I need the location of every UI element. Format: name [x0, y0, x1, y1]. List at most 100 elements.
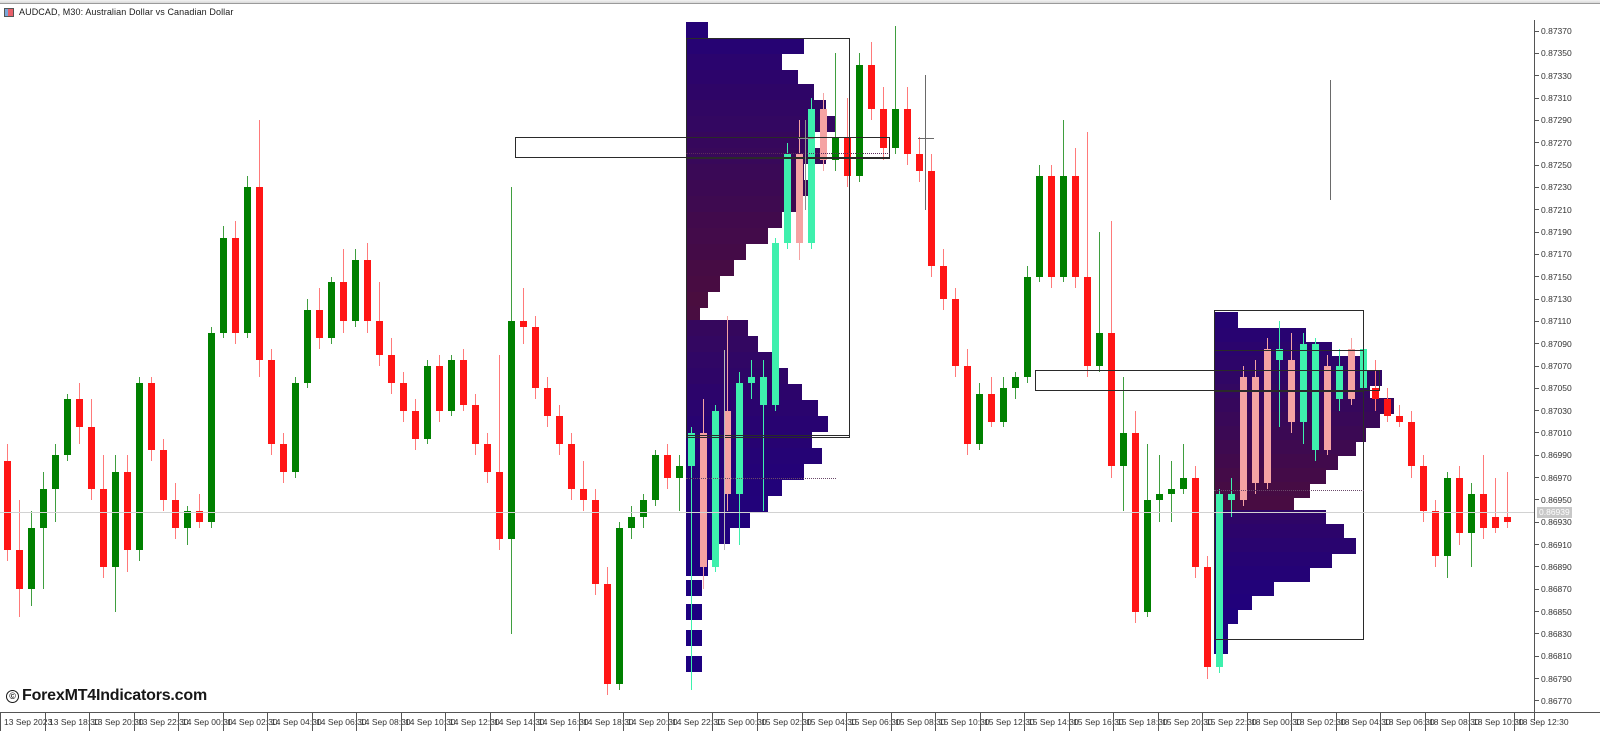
- candle-body: [16, 550, 23, 590]
- candle-body: [1084, 276, 1091, 366]
- page-title: AUDCAD, M30: Australian Dollar vs Canadi…: [19, 7, 234, 17]
- price-tick: 0.87250: [1535, 160, 1572, 170]
- candle-wick: [199, 494, 200, 528]
- profile-1-row: [686, 630, 702, 646]
- candlestick: [1504, 20, 1511, 712]
- candlestick: [220, 20, 227, 712]
- profile-2-session-box: [1214, 310, 1364, 640]
- candlestick: [712, 20, 719, 712]
- time-tick: 15 Sep 02:30: [757, 713, 812, 731]
- candlestick: [1432, 20, 1439, 712]
- candlestick: [436, 20, 443, 712]
- profile-2-row: [1214, 510, 1326, 526]
- price-tick-label: 0.86970: [1541, 472, 1572, 483]
- candle-body: [112, 472, 119, 567]
- candlestick: [1324, 20, 1331, 712]
- candlestick: [256, 20, 263, 712]
- candle-body: [1492, 516, 1499, 528]
- candle-body: [64, 399, 71, 456]
- candlestick: [328, 20, 335, 712]
- candlestick: [724, 20, 731, 712]
- price-tick-label: 0.87070: [1541, 361, 1572, 371]
- time-axis[interactable]: 13 Sep 2023 13 Sep 18:30 13 Sep 20:30 13 Se…: [0, 712, 1600, 731]
- candle-body: [1156, 494, 1163, 500]
- candlestick: [688, 20, 695, 712]
- profile-1-poc-dotted: [686, 153, 890, 154]
- profile-2-row: [1214, 524, 1344, 540]
- candlestick: [532, 20, 539, 712]
- candlestick: [364, 20, 371, 712]
- tick-dash: [1535, 521, 1539, 523]
- price-tick-label: 0.86890: [1541, 561, 1572, 572]
- candlestick: [1144, 20, 1151, 712]
- candlestick: [208, 20, 215, 712]
- candle-wick: [1279, 321, 1280, 428]
- price-tick-label: 0.86950: [1541, 494, 1572, 505]
- candlestick: [796, 20, 803, 712]
- candlestick: [1336, 20, 1343, 712]
- candle-body: [904, 109, 911, 154]
- profile-1-row: [686, 352, 774, 368]
- candle-body: [1384, 399, 1391, 417]
- tick-dash: [1535, 298, 1539, 300]
- candle-body: [1216, 494, 1223, 668]
- candlestick: [988, 20, 995, 712]
- candle-body: [724, 410, 731, 495]
- price-tick: 0.87050: [1535, 383, 1572, 393]
- candle-body: [868, 64, 875, 110]
- chart-plot-area[interactable]: [0, 20, 1534, 712]
- time-tick: 15 Sep 06:30: [846, 713, 901, 731]
- candle-wick: [679, 455, 680, 512]
- candlestick: [1444, 20, 1451, 712]
- time-tick: 15 Sep 14:30: [1024, 713, 1079, 731]
- candlestick: [472, 20, 479, 712]
- candlestick: [112, 20, 119, 712]
- candlestick: [652, 20, 659, 712]
- price-axis[interactable]: 0.86939 0.87370 0.87350 0.87330 0.87310 0.87…: [1534, 20, 1600, 712]
- profile-2-row: [1214, 580, 1274, 596]
- time-tick: 15 Sep 04:30: [802, 713, 857, 731]
- candlestick: [952, 20, 959, 712]
- candle-wick: [1183, 444, 1184, 495]
- candlestick: [520, 20, 527, 712]
- candlestick: [1420, 20, 1427, 712]
- price-tick-label: 0.86910: [1541, 539, 1572, 550]
- profile-1-row: [686, 260, 734, 276]
- price-tick: 0.87190: [1535, 227, 1572, 237]
- candle-body: [700, 432, 707, 567]
- price-tick: 0.86950: [1535, 495, 1572, 505]
- profile-1-row: [686, 148, 826, 164]
- price-tick: 0.86770: [1535, 696, 1572, 706]
- candle-body: [1312, 343, 1319, 450]
- candle-body: [928, 170, 935, 266]
- watermark-text: ForexMT4Indicators.com: [22, 687, 207, 704]
- candle-body: [1324, 366, 1331, 450]
- candlestick: [184, 20, 191, 712]
- tick-dash: [1535, 410, 1539, 412]
- profile-1-poc-cross: [798, 138, 814, 139]
- price-tick-label: 0.86790: [1541, 673, 1572, 684]
- time-tick: 18 Sep 04:30: [1336, 713, 1391, 731]
- candle-body: [580, 488, 587, 500]
- time-tick: 14 Sep 06:30: [312, 713, 367, 731]
- price-tick-label: 0.87350: [1541, 48, 1572, 59]
- candle-body: [1468, 494, 1475, 534]
- candlestick: [244, 20, 251, 712]
- price-tick-label: 0.86930: [1541, 517, 1572, 528]
- candlestick: [700, 20, 707, 712]
- candle-body: [232, 237, 239, 333]
- tick-dash: [1535, 588, 1539, 590]
- price-tick: 0.87270: [1535, 138, 1572, 148]
- candle-body: [448, 360, 455, 411]
- candlestick: [340, 20, 347, 712]
- profile-1-row: [686, 480, 782, 496]
- candlestick: [844, 20, 851, 712]
- last-price-line: [0, 512, 1534, 514]
- profile-2-row: [1214, 496, 1294, 512]
- candle-body: [1096, 332, 1103, 366]
- candlestick: [916, 20, 923, 712]
- candlestick: [160, 20, 167, 712]
- profile-1-row: [686, 164, 804, 180]
- candlestick: [124, 20, 131, 712]
- candle-body: [1120, 432, 1127, 467]
